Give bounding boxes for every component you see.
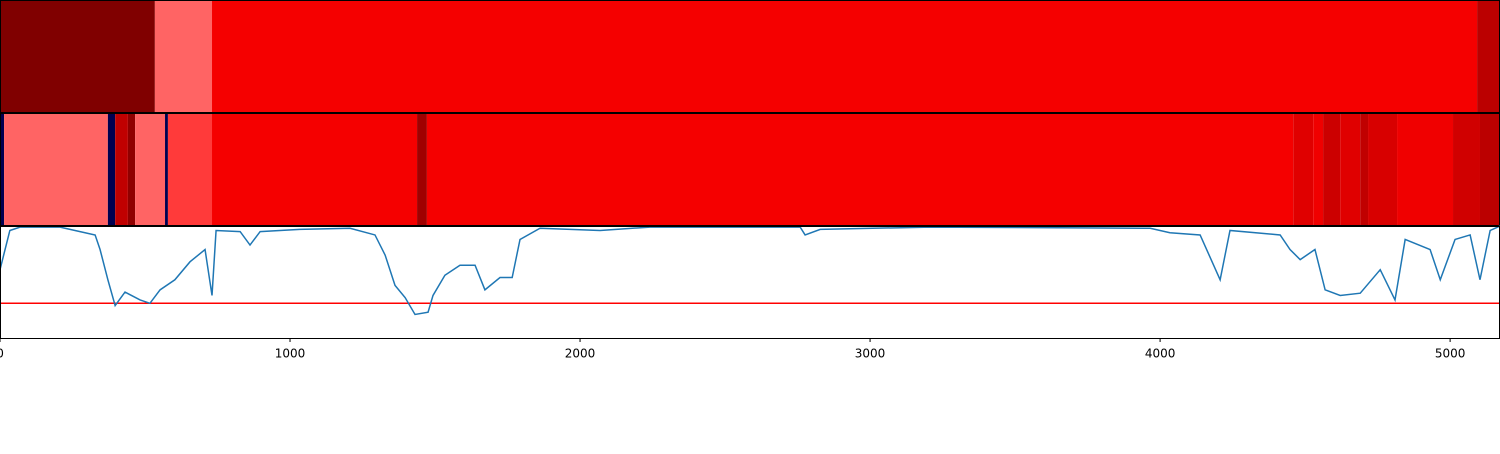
- x-tick-label: 4000: [1145, 347, 1176, 361]
- strip-segment: [1479, 113, 1500, 225]
- strip-segment: [1477, 0, 1500, 112]
- strip-segment: [417, 113, 427, 225]
- strip-segment: [107, 113, 116, 225]
- strip-segment: [4, 113, 108, 225]
- x-tick-label: 0: [0, 347, 4, 361]
- strip-segment: [135, 113, 166, 225]
- strip-segment: [1368, 113, 1398, 225]
- strip-segment: [212, 113, 418, 225]
- strip-segment: [0, 113, 5, 225]
- data-line: [0, 225, 1500, 316]
- strip-segment: [127, 113, 136, 225]
- x-tick-label: 2000: [565, 347, 596, 361]
- strip-segment: [212, 0, 1478, 112]
- strip-segment: [0, 0, 155, 112]
- strip-segment: [115, 113, 128, 225]
- strip-segment: [1323, 113, 1341, 225]
- strip-segment: [1313, 113, 1324, 225]
- strip-segment: [154, 0, 213, 112]
- strip-segment: [1340, 113, 1361, 225]
- strip-segment: [1397, 113, 1454, 225]
- strip-segment: [426, 113, 1294, 225]
- strip-segment: [1293, 113, 1314, 225]
- x-tick-label: 1000: [275, 347, 306, 361]
- strip-segment: [167, 113, 213, 225]
- strip-segment: [1453, 113, 1480, 225]
- strip-segment: [1360, 113, 1369, 225]
- x-tick-label: 3000: [855, 347, 886, 361]
- strip-segment: [165, 113, 168, 225]
- panel-frame: [0, 226, 1500, 339]
- x-tick-label: 5000: [1435, 347, 1466, 361]
